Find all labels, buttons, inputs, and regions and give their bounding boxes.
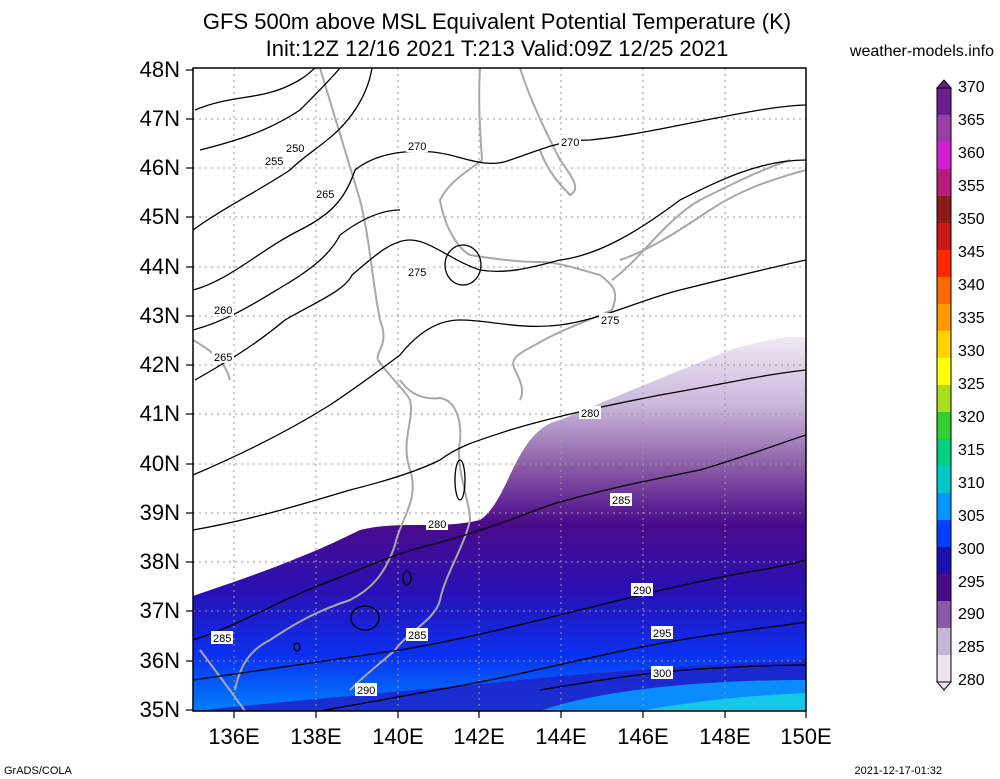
colorbar-swatch — [937, 574, 951, 602]
theta-e-contours — [193, 68, 806, 711]
lon-label-148e: 148E — [699, 724, 751, 749]
lon-label-138e: 138E — [290, 724, 342, 749]
plot-frame — [192, 67, 807, 712]
footer-timestamp: 2021-12-17-01:32 — [854, 765, 942, 777]
colorbar-label: 325 — [958, 375, 985, 393]
lat-label-39n: 39N — [139, 500, 180, 525]
colorbar-label: 290 — [958, 606, 985, 624]
colorbar-label: 330 — [958, 342, 985, 360]
colorbar-swatch — [937, 196, 951, 224]
colorbar-swatch — [937, 520, 951, 548]
colorbar-label: 320 — [958, 408, 985, 426]
contour-label: 290 — [357, 685, 375, 697]
contour-label: 295 — [653, 628, 671, 640]
contour-label: 270 — [561, 137, 579, 149]
colorbar-bottom-arrow — [935, 681, 953, 691]
lon-label-136e: 136E — [208, 724, 260, 749]
colorbar-label: 335 — [958, 309, 985, 327]
colorbar-top-arrow — [935, 79, 953, 89]
lat-label-36n: 36N — [139, 648, 180, 673]
colorbar-label: 285 — [958, 639, 985, 657]
colorbar-swatch — [937, 88, 951, 116]
tick-marks — [186, 69, 807, 718]
colorbar-swatch — [937, 358, 951, 386]
contour-label: 285 — [408, 630, 426, 642]
contour-label: 300 — [653, 668, 671, 680]
contour-label: 285 — [213, 633, 231, 645]
colorbar-label: 355 — [958, 177, 985, 195]
contour-label: 280 — [428, 519, 446, 531]
plot-area: 250 255 265 270 270 275 275 260 265 280 … — [193, 68, 806, 711]
colorbar-swatch — [937, 223, 951, 251]
lat-label-43n: 43N — [139, 303, 180, 328]
colorbar-swatch — [937, 601, 951, 629]
lon-label-146e: 146E — [617, 724, 669, 749]
colorbar-label: 310 — [958, 474, 985, 492]
lat-label-45n: 45N — [139, 204, 180, 229]
lat-label-41n: 41N — [139, 401, 180, 426]
contour-label: 290 — [633, 585, 651, 597]
colorbar-label: 350 — [958, 210, 985, 228]
lat-label-44n: 44N — [139, 254, 180, 279]
contour-label: 265 — [316, 189, 334, 201]
lat-label-42n: 42N — [139, 352, 180, 377]
lon-label-142e: 142E — [453, 724, 505, 749]
colorbar-swatch — [937, 412, 951, 440]
colorbar-swatch — [937, 331, 951, 359]
colorbar-label: 365 — [958, 111, 985, 129]
lon-label-144e: 144E — [535, 724, 587, 749]
colorbar-swatch — [937, 304, 951, 332]
colorbar-label: 340 — [958, 276, 985, 294]
contour-label: 255 — [265, 156, 283, 168]
colorbar-label: 360 — [958, 144, 985, 162]
source-credit: weather-models.info — [849, 43, 994, 60]
colorbar-label: 300 — [958, 540, 985, 558]
contour-label: 270 — [408, 141, 426, 153]
colorbar-swatch — [937, 277, 951, 305]
shaded-cyan-2 — [640, 693, 806, 711]
lat-label-37n: 37N — [139, 598, 180, 623]
contour-labels: 250 255 265 270 270 275 275 260 265 280 … — [211, 135, 673, 697]
colorbar-swatch — [937, 385, 951, 413]
contour-label: 250 — [286, 143, 304, 155]
lon-label-140e: 140E — [372, 724, 424, 749]
lat-label-47n: 47N — [139, 106, 180, 131]
graticule — [193, 68, 806, 711]
coastlines — [193, 68, 806, 711]
colorbar-swatch — [937, 115, 951, 143]
contour-label: 275 — [408, 267, 426, 279]
colorbar-label: 370 — [958, 79, 985, 96]
colorbar-swatch — [937, 169, 951, 197]
colorbar-label: 295 — [958, 573, 985, 591]
lat-label-40n: 40N — [139, 451, 180, 476]
colorbar-swatch — [937, 466, 951, 494]
contour-label: 275 — [601, 315, 619, 327]
colorbar-swatch — [937, 655, 951, 683]
lat-label-35n: 35N — [139, 697, 180, 722]
colorbar-label: 345 — [958, 243, 985, 261]
colorbar-swatch — [937, 547, 951, 575]
lat-label-38n: 38N — [139, 549, 180, 574]
colorbar-swatch — [937, 628, 951, 656]
colorbar-label: 280 — [958, 672, 985, 690]
colorbar — [935, 79, 953, 691]
figure-subtitle: Init:12Z 12/16 2021 T:213 Valid:09Z 12/2… — [265, 36, 729, 61]
lon-label-150e: 150E — [780, 724, 832, 749]
lat-label-48n: 48N — [139, 57, 180, 82]
colorbar-swatch — [937, 142, 951, 170]
colorbar-label: 315 — [958, 441, 985, 459]
figure-title: GFS 500m above MSL Equivalent Potential … — [202, 9, 792, 34]
colorbar-swatch — [937, 250, 951, 278]
colorbar-swatch — [937, 493, 951, 521]
contour-label: 285 — [612, 495, 630, 507]
contour-label: 265 — [214, 352, 232, 364]
colorbar-label: 305 — [958, 507, 985, 525]
contour-label: 280 — [581, 408, 599, 420]
lat-label-46n: 46N — [139, 155, 180, 180]
contour-label: 260 — [214, 305, 232, 317]
footer-software: GrADS/COLA — [4, 765, 72, 777]
colorbar-swatch — [937, 439, 951, 467]
